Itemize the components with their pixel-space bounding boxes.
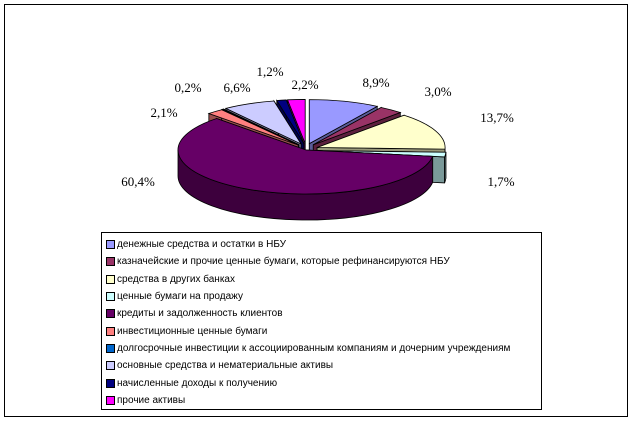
legend-item: основные средства и нематериальные актив… bbox=[102, 357, 541, 374]
data-label-0: 8,9% bbox=[362, 75, 389, 90]
legend-item: прочие активы bbox=[102, 392, 541, 409]
legend-swatch bbox=[106, 309, 115, 319]
legend-swatch bbox=[106, 257, 115, 267]
data-label-9: 2,2% bbox=[291, 77, 318, 92]
pie-slice-4 bbox=[177, 118, 434, 195]
legend-label: средства в других банках bbox=[117, 273, 235, 285]
pie-slice-2 bbox=[316, 114, 446, 150]
legend-swatch bbox=[106, 240, 115, 250]
pie-slice-6 bbox=[221, 108, 300, 146]
legend-label: долгосрочные инвестиции к ассоциированны… bbox=[117, 342, 511, 354]
legend-label: казначейские и прочие ценные бумаги, кот… bbox=[117, 256, 450, 268]
legend-item: ценные бумаги на продажу bbox=[102, 288, 541, 305]
legend-swatch bbox=[106, 326, 115, 336]
data-label-7: 6,6% bbox=[223, 80, 250, 95]
data-label-5: 2,1% bbox=[150, 105, 177, 120]
legend-label: кредиты и задолженность клиентов bbox=[117, 308, 283, 320]
pie-slice-9 bbox=[286, 99, 306, 144]
data-label-3: 1,7% bbox=[487, 174, 514, 189]
legend-swatch bbox=[106, 395, 115, 405]
data-label-6: 0,2% bbox=[174, 80, 201, 95]
data-label-1: 3,0% bbox=[424, 84, 451, 99]
legend-label: инвестиционные ценные бумаги bbox=[117, 325, 268, 337]
pie-slice-7 bbox=[224, 100, 303, 145]
pie-slice-1 bbox=[313, 107, 402, 146]
data-label-4: 60,4% bbox=[121, 174, 155, 189]
pie-slice-0 bbox=[308, 99, 379, 145]
data-label-8: 1,2% bbox=[256, 64, 283, 79]
legend-label: ценные бумаги на продажу bbox=[117, 291, 243, 303]
legend-swatch bbox=[106, 343, 115, 353]
legend-item: кредиты и задолженность клиентов bbox=[102, 305, 541, 322]
legend-item: долгосрочные инвестиции к ассоциированны… bbox=[102, 340, 541, 357]
legend-label: основные средства и нематериальные актив… bbox=[117, 360, 334, 372]
legend-label: прочие активы bbox=[117, 394, 186, 406]
pie-slice-5 bbox=[207, 109, 299, 146]
legend-swatch bbox=[106, 378, 115, 388]
legend-item: начисленные доходы к получению bbox=[102, 374, 541, 391]
legend-swatch bbox=[106, 292, 115, 302]
pie-slice-8 bbox=[276, 99, 305, 144]
legend-label: денежные средства и остатки в НБУ bbox=[117, 239, 287, 251]
legend-item: денежные средства и остатки в НБУ bbox=[102, 236, 541, 253]
data-label-2: 13,7% bbox=[480, 110, 514, 125]
chart-legend: денежные средства и остатки в НБУ казначе… bbox=[101, 232, 542, 410]
legend-item: казначейские и прочие ценные бумаги, кот… bbox=[102, 253, 541, 270]
legend-swatch bbox=[106, 361, 115, 371]
legend-item: инвестиционные ценные бумаги bbox=[102, 322, 541, 339]
legend-label: начисленные доходы к получению bbox=[117, 377, 278, 389]
legend-swatch bbox=[106, 274, 115, 284]
legend-item: средства в других банках bbox=[102, 271, 541, 288]
